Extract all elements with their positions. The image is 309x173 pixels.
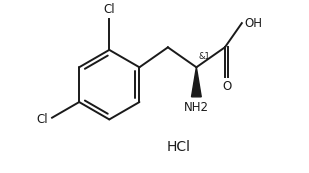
Text: Cl: Cl <box>104 3 115 16</box>
Text: HCl: HCl <box>166 140 190 154</box>
Text: OH: OH <box>245 17 263 30</box>
Text: NH2: NH2 <box>184 101 209 114</box>
Text: O: O <box>222 80 231 93</box>
Text: Cl: Cl <box>36 113 48 126</box>
Polygon shape <box>192 67 201 97</box>
Text: &1: &1 <box>198 52 210 61</box>
